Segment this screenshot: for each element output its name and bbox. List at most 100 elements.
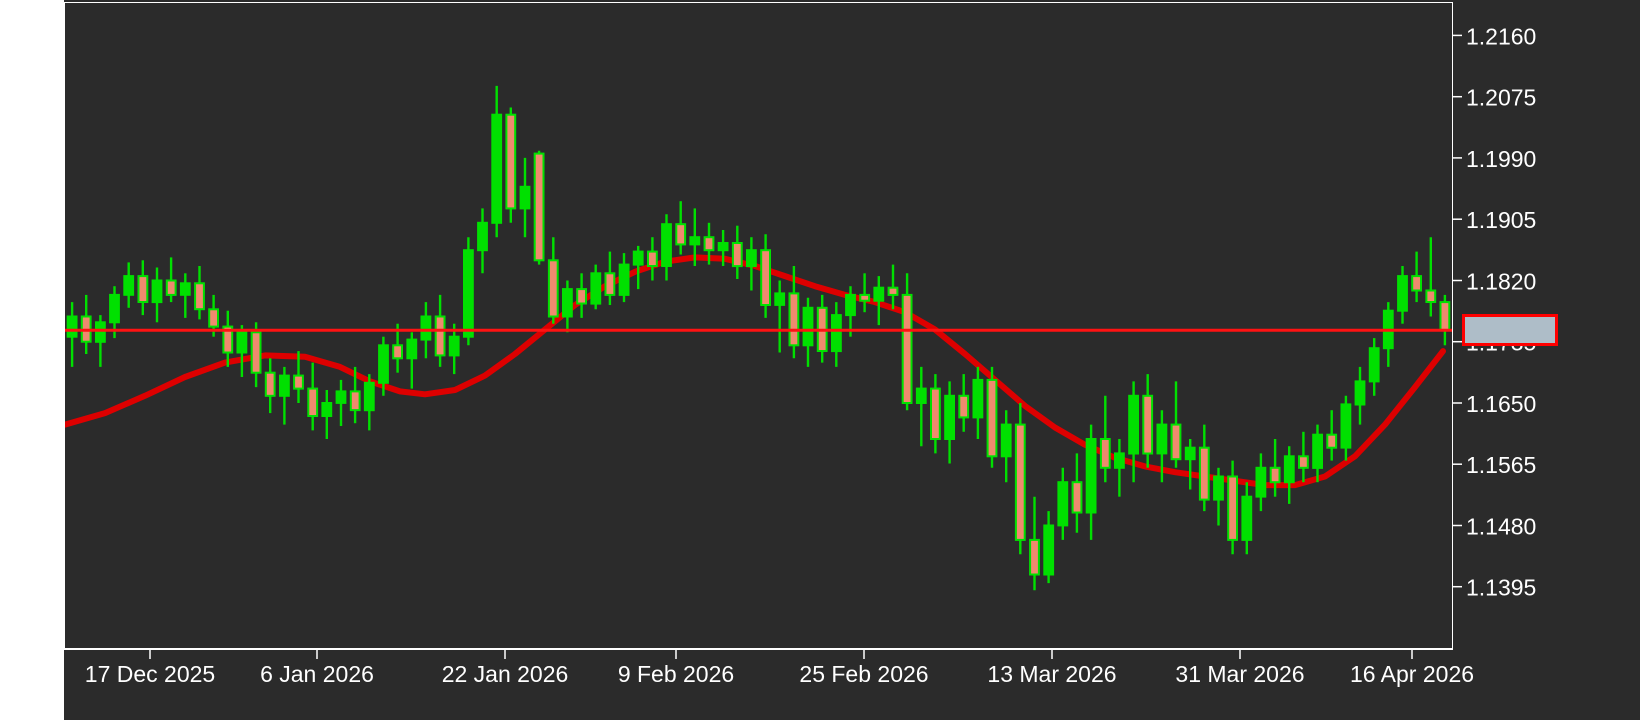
candle-bullish (1397, 275, 1408, 312)
candle-bearish (731, 242, 743, 268)
candle-bullish (1184, 446, 1196, 461)
candle-bullish (1156, 423, 1168, 455)
candle-bearish (958, 394, 970, 419)
candle-bullish (1340, 403, 1352, 449)
candle-bearish (576, 288, 588, 305)
price-tick-label: 1.1990 (1466, 146, 1536, 172)
candle-bullish (448, 335, 460, 357)
candle-bearish (930, 387, 941, 441)
candle-bearish (788, 292, 800, 347)
candle-bearish (222, 325, 234, 354)
price-tick-label: 1.1565 (1466, 452, 1536, 478)
candle-bearish (307, 387, 319, 418)
candle-bullish (179, 282, 191, 296)
candle-bullish (1043, 524, 1055, 576)
candle-bullish (1255, 466, 1267, 498)
candle-bearish (194, 282, 205, 311)
candle-bullish (746, 249, 757, 268)
candle-bullish (1368, 347, 1380, 383)
candle-bullish (1057, 481, 1069, 527)
candle-bearish (250, 331, 262, 374)
time-tick-label: 25 Feb 2026 (799, 661, 928, 687)
candle-bullish (123, 275, 135, 296)
moving-average-red-thick (65, 254, 1446, 489)
candle-bullish (831, 314, 842, 353)
candle-bearish (434, 315, 446, 357)
candle-bullish (1241, 495, 1253, 541)
candle-bearish (264, 371, 276, 397)
candle-bearish (1227, 475, 1238, 541)
candle-bullish (845, 293, 856, 317)
candle-bearish (859, 293, 871, 302)
candle-bullish (406, 338, 418, 360)
candle-bearish (1014, 423, 1026, 541)
candle-bearish (703, 236, 715, 252)
candle-bullish (562, 288, 573, 318)
candle-bearish (1029, 538, 1040, 576)
price-tick-label: 1.1480 (1466, 514, 1536, 540)
candle-bearish (293, 374, 304, 390)
candle-bearish (1425, 289, 1437, 303)
candle-bearish (165, 279, 177, 296)
candle-bearish (392, 344, 404, 360)
candle-bullish (972, 378, 984, 419)
candle-bullish (1354, 380, 1366, 406)
candle-bearish (533, 152, 545, 262)
candle-bullish (519, 185, 531, 210)
candle-bearish (208, 308, 219, 328)
current-price-tag[interactable] (1462, 314, 1558, 346)
candle-bullish (378, 344, 389, 384)
candle-bullish (1000, 423, 1012, 458)
candle-bearish (1298, 455, 1309, 469)
candle-bullish (335, 390, 347, 404)
price-tick-label: 1.2075 (1466, 85, 1536, 111)
candle-bullish (802, 306, 814, 347)
time-tick-label: 6 Jan 2026 (260, 661, 374, 687)
candle-bullish (618, 263, 630, 296)
candle-bearish (1326, 433, 1338, 449)
candle-bullish (321, 402, 333, 417)
candle-bearish (604, 272, 616, 296)
candle-bullish (66, 315, 78, 338)
time-scale[interactable]: 17 Dec 2025 6 Jan 2026 22 Jan 2026 9 Feb 20… (64, 649, 1640, 720)
price-scale-ticks: 1.21601.20751.19901.19051.18201.17351.16… (1453, 23, 1536, 601)
candle-bearish (1071, 481, 1083, 514)
candle-bullish (1128, 394, 1139, 455)
candle-bearish (1142, 394, 1154, 455)
candle-bullish (1283, 455, 1295, 484)
candle-bullish (463, 249, 474, 338)
candle-bullish (717, 242, 729, 252)
candle-bearish (547, 259, 559, 318)
candle-bullish (774, 292, 786, 306)
candle-bearish (1439, 301, 1451, 332)
price-tick-label: 1.1820 (1466, 269, 1536, 295)
candle-bullish (363, 381, 375, 412)
candle-bearish (505, 113, 517, 210)
candle-bearish (647, 250, 658, 268)
candle-bearish (1198, 446, 1210, 501)
price-tick-label: 1.1395 (1466, 575, 1536, 601)
candlestick-series (66, 85, 1451, 591)
candle-bullish (915, 387, 927, 405)
candle-bullish (491, 113, 503, 224)
candle-bearish (901, 293, 913, 404)
time-tick-label: 13 Mar 2026 (987, 661, 1116, 687)
time-tick-label: 22 Jan 2026 (442, 661, 569, 687)
candle-bullish (944, 394, 956, 440)
candle-bullish (109, 293, 120, 324)
candle-bearish (1269, 466, 1281, 484)
chart-plot-area[interactable] (65, 3, 1452, 648)
candle-bullish (873, 286, 885, 302)
candle-bearish (675, 223, 687, 246)
time-tick-label: 17 Dec 2025 (85, 661, 215, 687)
time-tick-label: 31 Mar 2026 (1175, 661, 1304, 687)
candle-bullish (236, 331, 248, 354)
candle-bearish (137, 275, 149, 304)
candle-bearish (887, 286, 899, 296)
chart-canvas (65, 85, 1452, 591)
candle-bullish (689, 236, 701, 246)
time-tick-label: 9 Feb 2026 (618, 661, 734, 687)
candle-bearish (1411, 275, 1422, 292)
candle-bullish (661, 223, 672, 267)
candle-bullish (279, 374, 290, 397)
